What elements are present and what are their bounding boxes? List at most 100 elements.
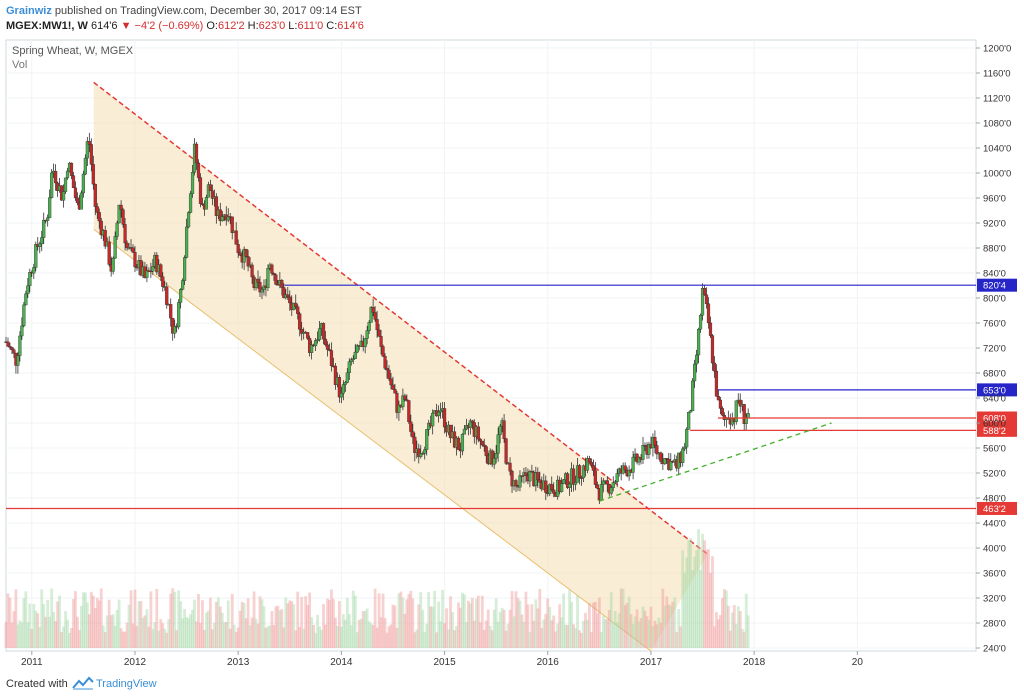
candle-body: [198, 177, 203, 204]
candle-body: [744, 417, 748, 424]
volume-bar: [83, 592, 87, 648]
candle-body: [423, 449, 427, 454]
candle-body: [615, 473, 619, 482]
volume-bar: [397, 593, 401, 648]
x-tick-label: 2017: [640, 657, 663, 668]
candle-body: [103, 230, 107, 247]
volume-bar: [343, 619, 347, 648]
volume-bar: [103, 632, 107, 648]
volume-bar: [232, 624, 236, 648]
volume-bar: [212, 622, 216, 648]
volume-bar: [58, 595, 61, 648]
candle-body: [595, 484, 599, 489]
volume-bar: [185, 617, 188, 648]
candle-body: [536, 472, 540, 480]
volume-bar: [72, 598, 75, 648]
candle-body: [663, 458, 667, 465]
volume-bar: [474, 598, 478, 648]
y-tick-label: 720'0: [983, 344, 1006, 355]
volume-bar: [468, 603, 472, 648]
price-axis[interactable]: 1200'0 1160'0 1120'0 1080'0 1040'0 1000'0 960'…: [976, 44, 1011, 655]
volume-bar: [691, 570, 695, 648]
candle-body: [383, 355, 387, 369]
volume-bar: [276, 605, 280, 648]
candle-body: [347, 361, 351, 373]
volume-bar: [318, 626, 321, 648]
candle-body: [260, 289, 264, 293]
candle-body: [254, 278, 258, 288]
candle-body: [266, 268, 270, 288]
time-axis[interactable]: 2011 2012 2013 2014 2015 2016 2017 2018 20: [21, 651, 863, 668]
volume-bar: [697, 529, 700, 648]
candle-body: [397, 404, 401, 413]
level-price-label: 463'2: [983, 504, 1006, 515]
volume-bar: [591, 602, 595, 648]
volume-bar: [742, 631, 746, 648]
candle-body: [34, 244, 38, 268]
candle-body: [623, 465, 627, 471]
candle-body: [550, 484, 554, 491]
candle-body: [720, 408, 724, 416]
candle-body: [502, 420, 506, 439]
y-tick-label: 1080'0: [983, 119, 1011, 130]
volume-bar: [508, 609, 512, 648]
volume-bar: [685, 557, 689, 648]
volume-bar: [451, 612, 454, 648]
volume-bar: [246, 598, 250, 648]
candle-body: [601, 480, 605, 485]
y-tick-label: 840'0: [983, 269, 1006, 280]
candle-body: [395, 392, 399, 413]
volume-bar: [46, 599, 50, 648]
candle-body: [226, 216, 230, 221]
candle-body: [40, 237, 44, 244]
volume-bar: [80, 605, 83, 648]
candle-body: [484, 446, 488, 457]
close-label: C:: [326, 20, 338, 32]
candle-body: [379, 336, 383, 347]
candle-body: [341, 384, 345, 394]
volume-bar: [76, 616, 79, 648]
volume-bar: [312, 624, 315, 648]
candle-body: [208, 184, 212, 191]
candle-body: [708, 322, 713, 336]
volume-bar: [66, 619, 69, 648]
candle-body: [427, 422, 431, 430]
candle-body: [81, 173, 85, 194]
candle-body: [552, 489, 556, 494]
volume-bar: [617, 613, 621, 648]
candle-body: [22, 304, 26, 327]
candle-body: [113, 236, 117, 259]
volume-bar: [667, 604, 671, 648]
candle-body: [186, 212, 191, 228]
volume-bar: [568, 589, 571, 648]
tradingview-brand-link[interactable]: TradingView: [96, 678, 157, 690]
candle-body: [282, 287, 286, 299]
candle-body: [691, 380, 695, 411]
author-link[interactable]: Grainwiz: [6, 5, 52, 17]
candle-body: [310, 344, 314, 353]
volume-bar: [201, 600, 204, 648]
volume-bar: [588, 602, 591, 648]
volume-bar: [111, 614, 115, 648]
candle-body: [73, 187, 78, 199]
candle-body: [89, 144, 93, 165]
chart-title: Spring Wheat, W, MGEX: [12, 45, 134, 57]
volume-bar: [556, 623, 560, 648]
volume-bar: [389, 624, 393, 648]
volume-bar: [56, 601, 59, 648]
volume-bar: [270, 611, 274, 648]
candle-body: [698, 314, 703, 330]
candle-body: [71, 175, 76, 189]
volume-bar: [615, 622, 619, 648]
x-tick-label: 2016: [537, 657, 560, 668]
volume-bar: [179, 601, 183, 648]
candle-body: [194, 143, 199, 164]
volume-bar: [439, 621, 442, 648]
y-tick-label: 280'0: [983, 619, 1006, 630]
tradingview-logo-icon[interactable]: [72, 676, 94, 690]
candle-body: [93, 183, 97, 207]
volume-bar: [401, 597, 405, 648]
candle-body: [337, 377, 341, 398]
volume-bar: [302, 628, 306, 648]
